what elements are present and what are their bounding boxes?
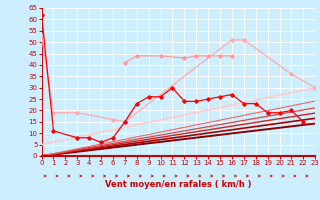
X-axis label: Vent moyen/en rafales ( km/h ): Vent moyen/en rafales ( km/h ) bbox=[105, 180, 252, 189]
